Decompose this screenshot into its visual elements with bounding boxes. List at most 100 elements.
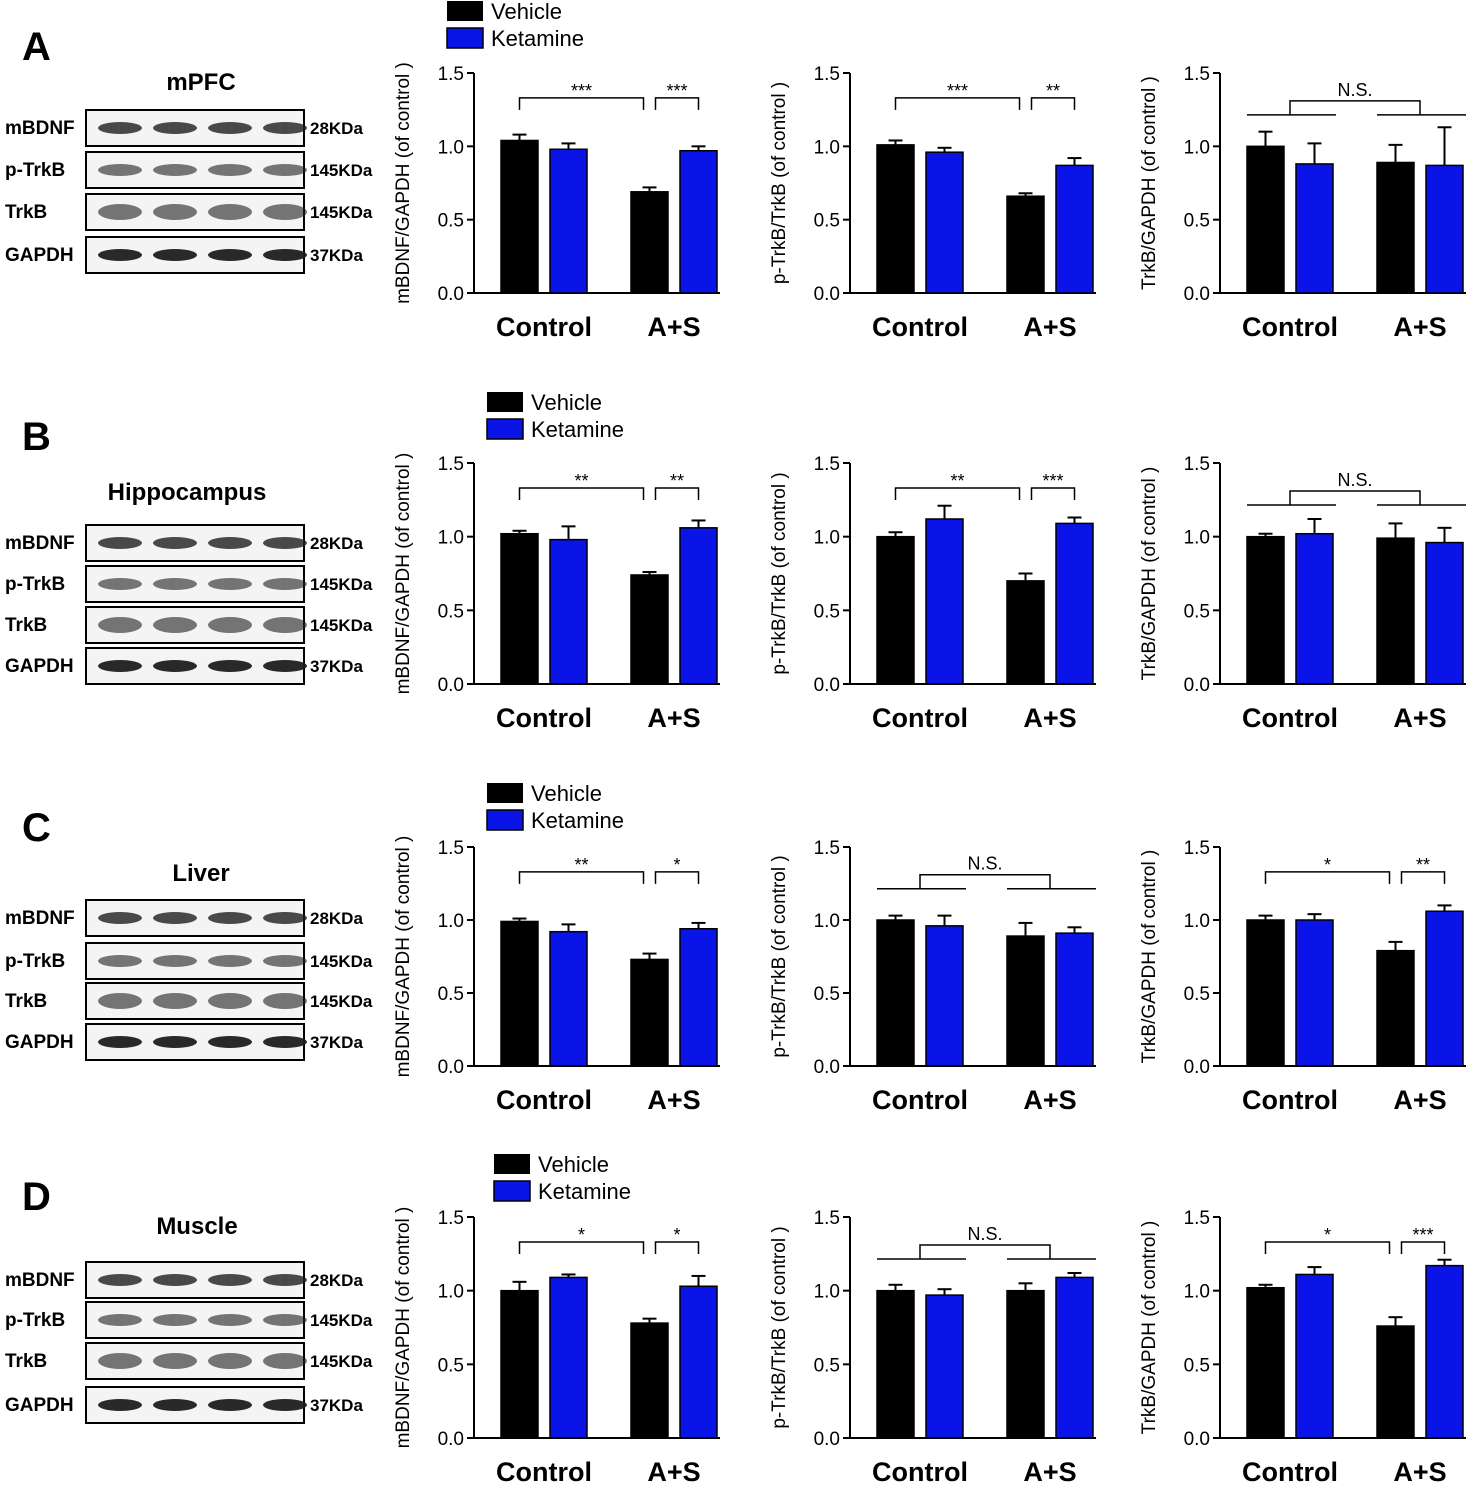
blot-band <box>208 955 252 967</box>
y-tick-label: 1.0 <box>1184 137 1210 158</box>
bar-ketamine <box>1425 164 1464 294</box>
y-tick-label: 0.5 <box>814 211 840 232</box>
tissue-title: Muscle <box>156 1213 237 1240</box>
y-tick-label: 1.5 <box>438 838 464 859</box>
x-category-label: Control <box>1242 1457 1338 1487</box>
x-category-label: A+S <box>647 1085 700 1115</box>
y-tick-label: 1.5 <box>1184 454 1210 475</box>
y-tick-label: 1.5 <box>438 454 464 475</box>
kda-label: 145KDa <box>310 1311 373 1330</box>
y-tick-label: 1.0 <box>438 911 464 932</box>
x-category-label: A+S <box>1393 312 1446 342</box>
bar-vehicle <box>1246 1286 1285 1439</box>
legend-swatch-vehicle <box>447 1 483 21</box>
significance-bracket <box>1030 487 1076 501</box>
x-category-label: Control <box>496 312 592 342</box>
bar-vehicle <box>876 535 915 685</box>
bar-vehicle <box>630 574 669 685</box>
y-tick-label: 0.0 <box>814 284 840 305</box>
tissue-title: Hippocampus <box>108 479 267 506</box>
significance-label: *** <box>947 81 968 101</box>
blot-band <box>208 1036 252 1048</box>
y-tick-label: 1.5 <box>814 1208 840 1229</box>
y-tick-label: 1.5 <box>814 64 840 85</box>
blot-band <box>208 164 252 176</box>
tissue-title: Liver <box>172 860 229 887</box>
y-tick-label: 0.5 <box>438 984 464 1005</box>
blot-band <box>98 1036 142 1048</box>
significance-bracket <box>518 871 645 884</box>
band-label: TrkB <box>5 1351 47 1372</box>
bar-ketamine <box>925 1294 964 1439</box>
y-tick-label: 1.0 <box>438 137 464 158</box>
blot-band <box>263 578 307 590</box>
legend-swatch-ketamine <box>493 1180 531 1202</box>
legend-label-vehicle: Vehicle <box>538 1152 609 1177</box>
blot-band <box>153 993 197 1009</box>
bar-chart: 0.0 0.5 1.0 1.5 TrkB/GAPDH (of control ) Cont… <box>1139 64 1466 342</box>
blot-band <box>98 1399 142 1411</box>
kda-label: 28KDa <box>310 1271 363 1290</box>
y-tick-label: 1.5 <box>1184 1208 1210 1229</box>
kda-label: 28KDa <box>310 909 363 928</box>
y-tick-label: 0.0 <box>1184 1057 1210 1078</box>
bar-vehicle <box>1246 145 1285 294</box>
x-category-label: A+S <box>1023 703 1076 733</box>
bar-ketamine <box>1295 163 1334 294</box>
blot-band <box>153 1314 197 1326</box>
bar-vehicle <box>1376 537 1415 685</box>
significance-label: * <box>578 1225 585 1245</box>
bar-ketamine <box>549 148 588 294</box>
blot-band <box>208 204 252 220</box>
band-label: GAPDH <box>5 656 74 677</box>
x-category-label: A+S <box>647 312 700 342</box>
x-category-label: A+S <box>1023 1085 1076 1115</box>
bar-ketamine <box>1295 1273 1334 1439</box>
bar-ketamine <box>1425 910 1464 1067</box>
kda-label: 145KDa <box>310 575 373 594</box>
blot-band <box>263 617 307 633</box>
significance-label: N.S. <box>1337 470 1372 490</box>
panel-letter: C <box>22 806 51 850</box>
significance-bracket <box>894 97 1021 110</box>
significance-label: *** <box>1042 471 1063 491</box>
y-tick-label: 0.0 <box>438 1429 464 1450</box>
bar-vehicle <box>1246 535 1285 685</box>
blot-band <box>208 912 252 924</box>
bar-chart: 0.0 0.5 1.0 1.5 p-TrkB/TrkB (of control ) Con… <box>769 1208 1096 1487</box>
kda-label: 28KDa <box>310 119 363 138</box>
bar-ketamine <box>1055 1276 1094 1439</box>
kda-label: 37KDa <box>310 1033 363 1052</box>
blot-band <box>208 1274 252 1286</box>
blot-band <box>153 204 197 220</box>
blot-band <box>153 1036 197 1048</box>
band-label: mBDNF <box>5 1270 75 1291</box>
legend-swatch-ketamine <box>486 418 524 440</box>
blot-band <box>98 122 142 134</box>
bar-vehicle <box>1376 1325 1415 1439</box>
significance-label: N.S. <box>1337 80 1372 100</box>
blot-band <box>98 617 142 633</box>
kda-label: 145KDa <box>310 616 373 635</box>
bar-ketamine <box>1425 1264 1464 1439</box>
bar-chart: 0.0 0.5 1.0 1.5 mBDNF/GAPDH (of control ) Con… <box>393 62 720 342</box>
bar-ketamine <box>925 151 964 294</box>
band-label: GAPDH <box>5 1032 74 1053</box>
blot-band <box>208 617 252 633</box>
bar-ketamine <box>925 518 964 685</box>
significance-label: ** <box>574 855 588 875</box>
band-label: p-TrkB <box>5 574 65 595</box>
blot-band <box>208 1399 252 1411</box>
y-tick-label: 0.5 <box>1184 211 1210 232</box>
y-axis-label: TrkB/GAPDH (of control ) <box>1139 467 1160 681</box>
x-category-label: A+S <box>647 1457 700 1487</box>
y-tick-label: 1.0 <box>438 1282 464 1303</box>
panel-b: B Hippocampus mBDNF 28KDa p-TrkB 145KDa TrkB 14… <box>5 390 624 685</box>
band-label: p-TrkB <box>5 951 65 972</box>
blot-band <box>208 660 252 672</box>
significance-bracket <box>654 1241 700 1255</box>
bar-chart: 0.0 0.5 1.0 1.5 mBDNF/GAPDH (of control ) Con… <box>393 836 720 1115</box>
